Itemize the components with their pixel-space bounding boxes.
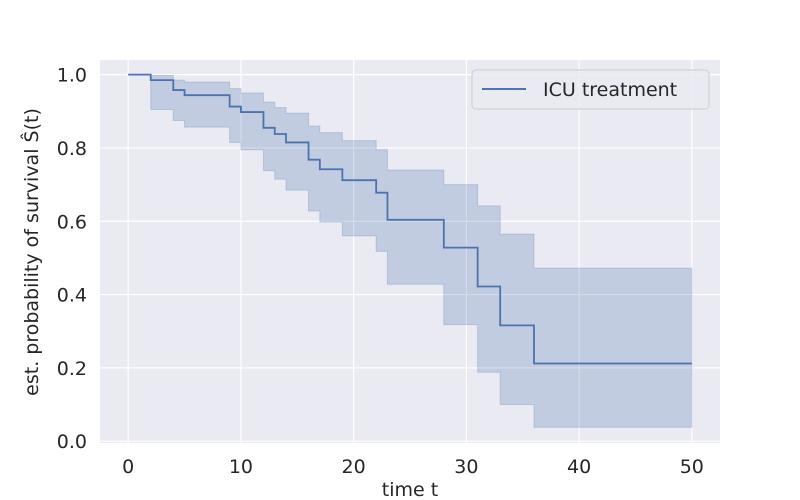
survival-curve-0: [128, 73, 692, 365]
y-tick-label-1: 0.2: [57, 358, 87, 380]
x-tick-labels: 0 10 20 30 40 50: [122, 456, 704, 478]
legend-box: [471, 69, 710, 110]
y-tick-label-4: 0.8: [57, 138, 87, 160]
confidence-band-layer: [128, 74, 693, 428]
legend-label-icu-treatment: ICU treatment: [543, 79, 677, 101]
x-tick-label-5: 50: [680, 456, 704, 478]
legend: ICU treatment: [471, 69, 710, 110]
x-tick-label-4: 40: [567, 456, 591, 478]
survival-curve-layer: [128, 73, 692, 365]
y-tick-labels: 0.0 0.2 0.4 0.6 0.8 1.0: [57, 65, 87, 454]
y-axis-label: est. probability of survival Ŝ(t): [19, 108, 43, 396]
confidence-band-0: [128, 74, 693, 428]
y-tick-label-2: 0.4: [57, 285, 87, 307]
x-tick-label-3: 30: [454, 456, 478, 478]
x-tick-label-1: 10: [229, 456, 253, 478]
x-tick-label-2: 20: [342, 456, 366, 478]
x-tick-label-0: 0: [122, 456, 134, 478]
y-tick-label-5: 1.0: [57, 65, 87, 87]
y-tick-label-0: 0.0: [57, 431, 87, 453]
grid: [100, 60, 720, 443]
y-tick-label-3: 0.6: [57, 211, 87, 233]
plot-background: [100, 60, 720, 443]
x-axis-label: time t: [382, 479, 438, 500]
